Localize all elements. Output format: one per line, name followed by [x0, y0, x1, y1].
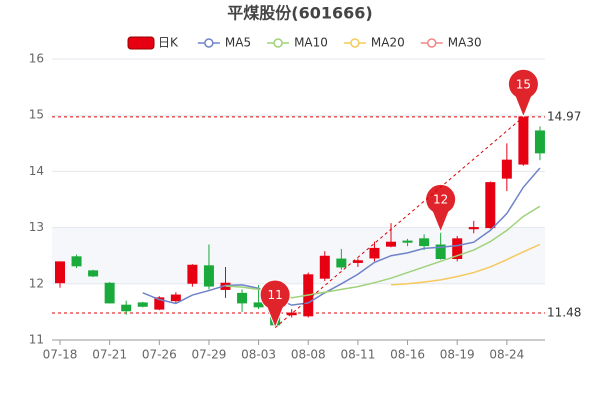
annotation-bubble: [507, 68, 539, 119]
candle-body: [369, 247, 380, 259]
y-tick-label: 12: [29, 276, 44, 290]
annotation: 12: [425, 183, 457, 234]
legend-swatch: [204, 38, 214, 48]
candle-body: [402, 240, 413, 243]
candle-body: [154, 297, 165, 310]
candle-body: [435, 244, 446, 260]
x-tick-label: 08-08: [291, 348, 326, 362]
candle-body: [137, 302, 148, 307]
candle-body: [419, 238, 430, 247]
legend-label: MA30: [448, 36, 482, 50]
legend-swatch: [350, 38, 360, 48]
trend-line: [274, 116, 524, 329]
y-tick-label: 13: [29, 220, 44, 234]
reference-label: 14.97: [547, 109, 581, 123]
y-tick-label: 14: [29, 164, 44, 178]
candle-body: [286, 312, 297, 316]
candle-body: [319, 255, 330, 279]
annotation-label: 12: [433, 193, 448, 207]
annotation-bubble: [425, 183, 457, 234]
legend-label: MA5: [225, 36, 251, 50]
candle-body: [534, 130, 545, 154]
candle-body: [203, 265, 214, 287]
candle-body: [468, 227, 479, 230]
x-tick-label: 07-21: [92, 348, 127, 362]
legend: 日K MA5 MA10 MA20 MA30: [127, 36, 482, 50]
x-tick-label: 08-11: [340, 348, 375, 362]
x-tick-label: 07-26: [142, 348, 177, 362]
candle-body: [170, 294, 181, 302]
candle-body: [352, 260, 363, 263]
candle-body: [71, 256, 82, 267]
reference-label: 11.48: [547, 306, 581, 320]
annotation: 11: [259, 279, 291, 329]
candle-body: [485, 182, 496, 229]
candle-body: [88, 270, 99, 277]
x-tick-label: 08-16: [390, 348, 425, 362]
candle-body: [187, 264, 198, 284]
legend-label: MA10: [294, 36, 328, 50]
candle-body: [121, 304, 132, 312]
ma-line: [142, 167, 541, 306]
y-tick-label: 15: [29, 108, 44, 122]
candle-body: [518, 116, 529, 165]
annotation-bubble: [259, 279, 291, 329]
candle-body: [237, 292, 248, 304]
annotation-label: 11: [268, 288, 283, 302]
y-tick-label: 16: [29, 52, 44, 66]
x-tick-label: 08-24: [489, 348, 524, 362]
candle-body: [452, 238, 463, 260]
candle-body: [104, 282, 115, 304]
x-tick-label: 07-29: [192, 348, 227, 362]
chart-title: 平煤股份(601666): [227, 4, 372, 23]
x-tick-label: 07-18: [43, 348, 78, 362]
candle-body: [55, 261, 65, 284]
legend-label: 日K: [158, 36, 179, 50]
legend-swatch: [127, 36, 155, 50]
ma-line: [390, 243, 541, 286]
y-tick-label: 11: [29, 333, 44, 347]
legend-swatch: [427, 38, 437, 48]
candle-body: [501, 159, 512, 179]
candle-body: [253, 302, 264, 308]
x-tick-label: 08-19: [440, 348, 475, 362]
legend-swatch: [273, 38, 283, 48]
annotation: 15: [507, 68, 539, 119]
candle-body: [336, 258, 347, 268]
candle-body: [386, 241, 396, 247]
x-tick-label: 08-03: [241, 348, 276, 362]
legend-label: MA20: [371, 36, 405, 50]
annotation-label: 15: [516, 77, 531, 91]
plot-band: [52, 227, 545, 284]
